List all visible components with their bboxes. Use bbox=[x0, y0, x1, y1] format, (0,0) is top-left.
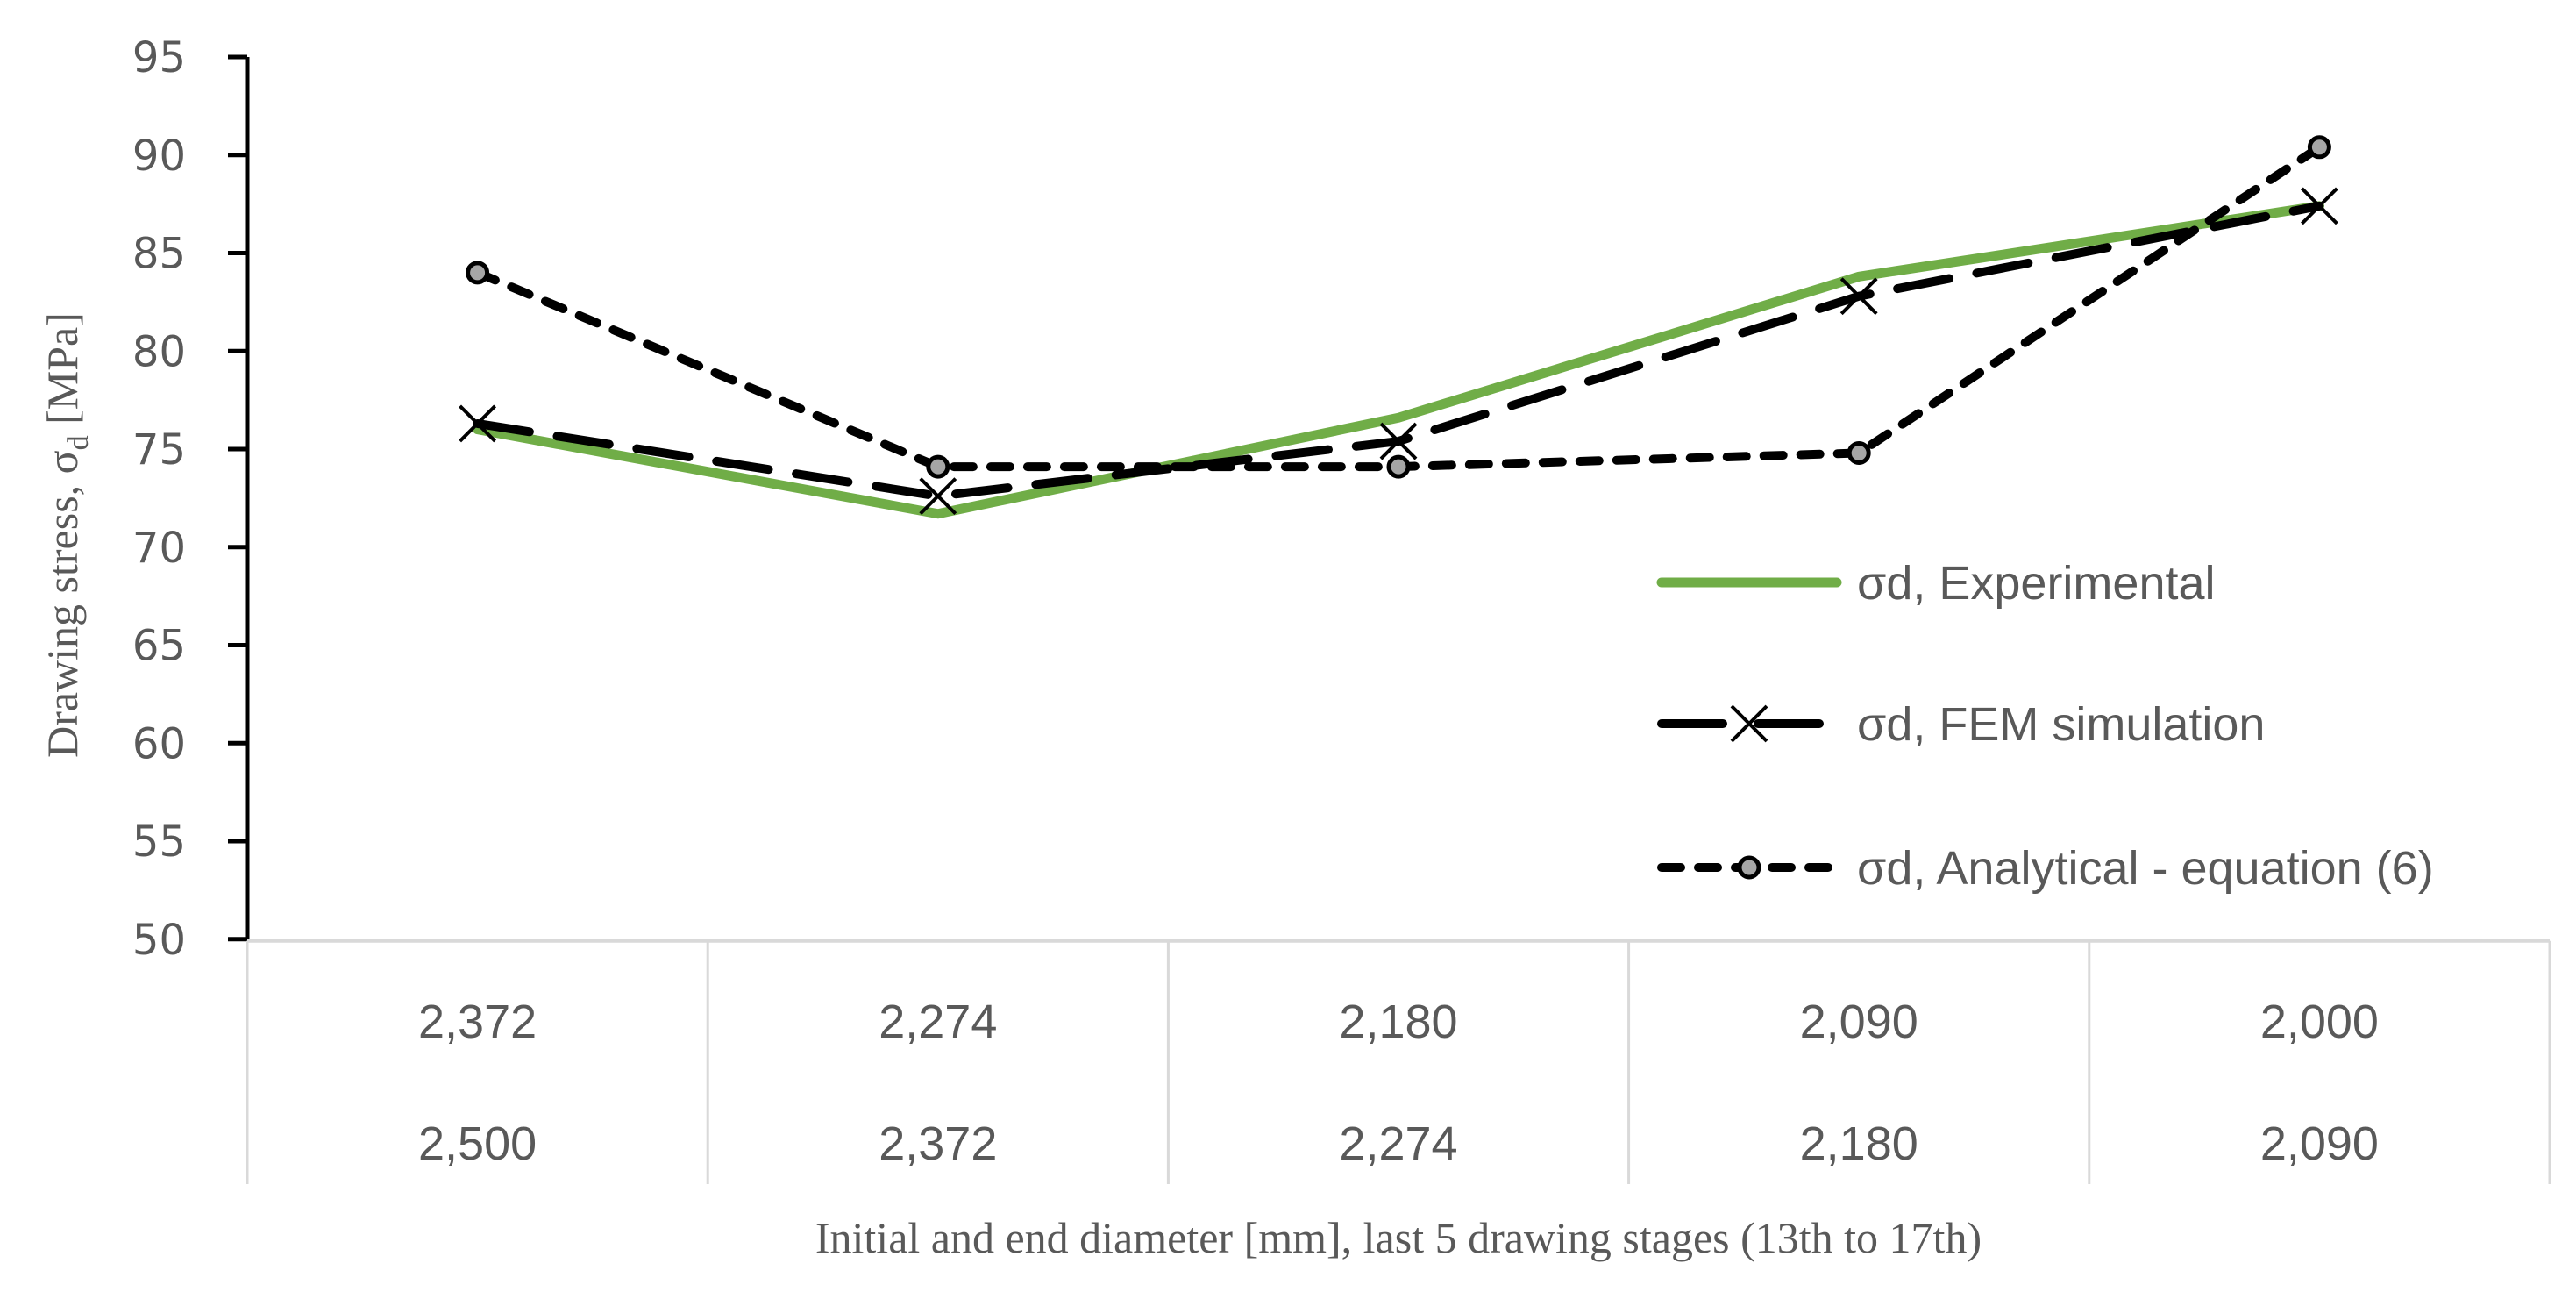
legend-label: σd, FEM simulation bbox=[1857, 698, 2265, 751]
data-point bbox=[466, 261, 490, 285]
category-initial-diameter: 2,372 bbox=[879, 1117, 997, 1170]
category-initial-diameter: 2,090 bbox=[2260, 1117, 2379, 1170]
legend-item-analytical: σd, Analytical - equation (6) bbox=[1657, 842, 2434, 895]
y-tick-label: 90 bbox=[132, 132, 186, 181]
y-tick-label: 85 bbox=[132, 230, 186, 279]
y-tick-label: 65 bbox=[132, 622, 186, 671]
series-experimental bbox=[473, 201, 2324, 519]
legend-item-experimental: σd, Experimental bbox=[1656, 557, 2216, 610]
category-initial-diameter: 2,180 bbox=[1800, 1117, 1918, 1170]
series-line bbox=[473, 201, 2324, 519]
x-axis-category-table: 2,372 2,500 2,274 2,372 2,180 2,274 2,090 2,180… bbox=[246, 939, 2551, 1184]
data-point bbox=[459, 404, 497, 443]
data-point bbox=[1839, 277, 1878, 316]
data-point bbox=[1386, 454, 1411, 479]
legend: σd, Experimental σd, FEM simulation σd, An… bbox=[1656, 557, 2434, 895]
category-initial-diameter: 2,274 bbox=[1339, 1117, 1457, 1170]
series-fem-simulation bbox=[459, 187, 2338, 516]
data-point bbox=[2300, 187, 2338, 225]
series-analytical bbox=[466, 135, 2331, 479]
y-tick-label: 75 bbox=[132, 425, 186, 475]
series-layer bbox=[459, 135, 2338, 519]
y-tick-label: 70 bbox=[132, 524, 186, 573]
x-axis-title: Initial and end diameter [mm], last 5 dr… bbox=[815, 1213, 1982, 1262]
legend-label: σd, Analytical - equation (6) bbox=[1857, 842, 2434, 895]
category-initial-diameter: 2,500 bbox=[418, 1117, 537, 1170]
y-tick-label: 95 bbox=[132, 33, 186, 82]
y-tick-label: 80 bbox=[132, 327, 186, 376]
y-tick-label: 55 bbox=[132, 817, 186, 867]
y-axis-title: Drawing stress, σd [MPa] bbox=[38, 312, 95, 758]
y-tick-label: 60 bbox=[132, 719, 186, 768]
data-point bbox=[1847, 440, 1871, 465]
y-tick-label: 50 bbox=[132, 916, 186, 965]
legend-label: σd, Experimental bbox=[1857, 557, 2216, 610]
category-end-diameter: 2,274 bbox=[879, 996, 997, 1048]
data-point bbox=[2307, 135, 2331, 160]
category-end-diameter: 2,180 bbox=[1339, 996, 1457, 1048]
legend-item-fem-simulation: σd, FEM simulation bbox=[1657, 698, 2265, 751]
category-end-diameter: 2,090 bbox=[1800, 996, 1918, 1048]
category-end-diameter: 2,372 bbox=[418, 996, 537, 1048]
data-point bbox=[926, 454, 950, 479]
data-point bbox=[1379, 422, 1418, 460]
data-point bbox=[919, 477, 957, 516]
category-end-diameter: 2,000 bbox=[2260, 996, 2379, 1048]
y-axis: 50 55 60 65 70 75 80 85 90 95 bbox=[132, 33, 250, 965]
